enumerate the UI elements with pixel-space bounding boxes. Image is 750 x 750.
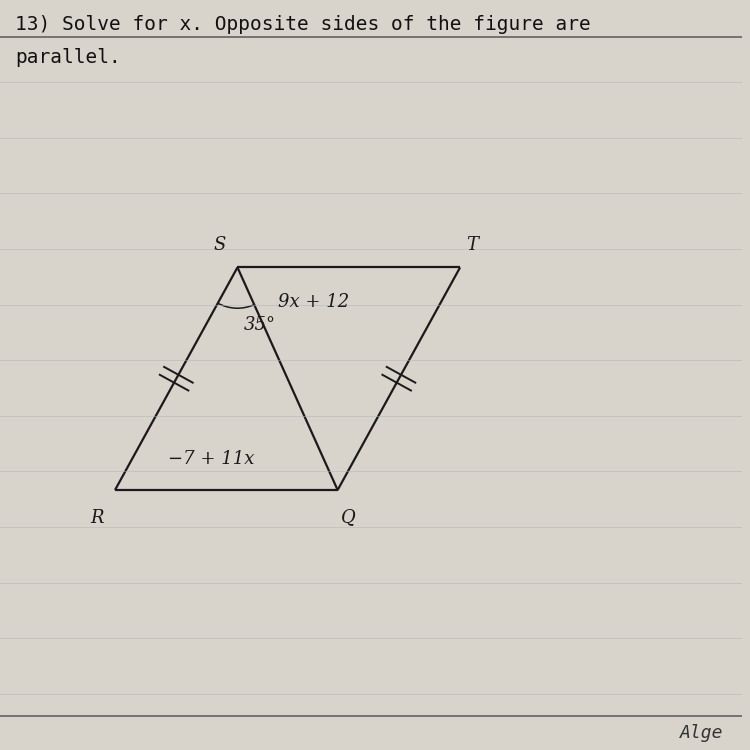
Text: 35°: 35°	[244, 316, 275, 334]
Text: T: T	[466, 236, 478, 254]
Text: 13) Solve for x. Opposite sides of the figure are: 13) Solve for x. Opposite sides of the f…	[15, 15, 590, 34]
Text: Alge: Alge	[680, 724, 724, 742]
Text: Q: Q	[341, 509, 356, 526]
Text: S: S	[214, 236, 226, 254]
Text: parallel.: parallel.	[15, 49, 121, 68]
Text: −7 + 11x: −7 + 11x	[168, 450, 255, 468]
Text: 9x + 12: 9x + 12	[278, 293, 350, 311]
Text: R: R	[91, 509, 104, 526]
